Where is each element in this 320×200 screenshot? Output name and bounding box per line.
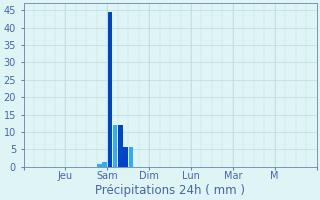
Bar	[102, 162, 107, 167]
Bar	[118, 125, 123, 167]
Bar	[129, 147, 133, 167]
Bar	[108, 12, 112, 167]
Bar	[113, 125, 117, 167]
Bar	[124, 147, 128, 167]
X-axis label: Précipitations 24h ( mm ): Précipitations 24h ( mm )	[95, 184, 245, 197]
Bar	[97, 164, 102, 167]
